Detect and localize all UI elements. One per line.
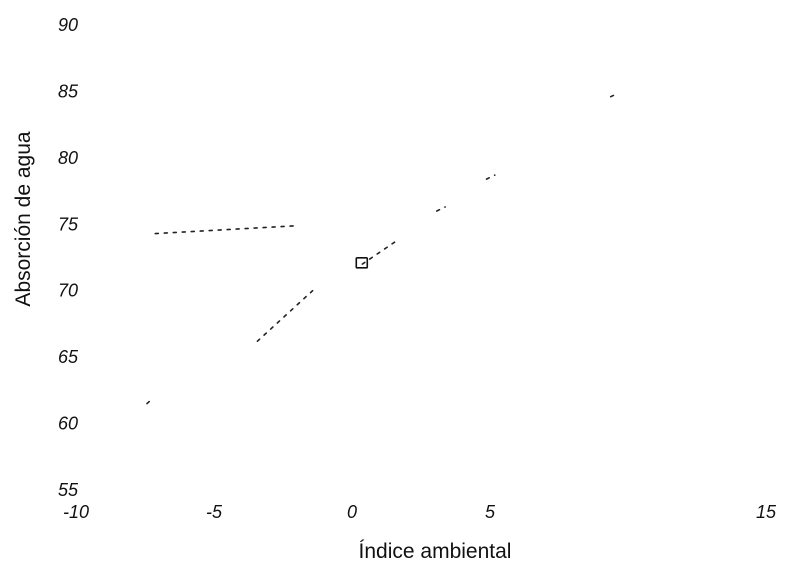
x-tick-label: 15 — [756, 502, 777, 522]
series-layer — [146, 93, 618, 405]
y-tick-label: 80 — [58, 148, 78, 168]
series-line — [361, 240, 397, 265]
x-axis-ticks: -10 -5 0 5 15 — [63, 502, 777, 522]
y-tick-label: 75 — [58, 214, 79, 234]
marker-layer — [355, 257, 369, 269]
series-line — [485, 174, 496, 180]
square-marker — [355, 257, 369, 269]
y-axis-title: Absorción de agua — [12, 131, 35, 306]
series-line — [435, 206, 446, 212]
y-tick-label: 70 — [58, 281, 78, 301]
y-axis-ticks: 55 60 65 70 75 80 85 90 — [58, 15, 79, 500]
series-line — [146, 400, 151, 405]
y-tick-label: 55 — [58, 480, 79, 500]
series-line — [609, 93, 618, 98]
series-line — [154, 224, 300, 235]
series-line — [256, 289, 314, 343]
y-tick-label: 65 — [58, 347, 79, 367]
x-tick-label: 5 — [485, 502, 496, 522]
y-tick-label: 60 — [58, 414, 78, 434]
x-tick-label: -5 — [206, 502, 223, 522]
y-tick-label: 90 — [58, 15, 78, 35]
x-tick-label: 0 — [347, 502, 357, 522]
x-tick-label: -10 — [63, 502, 89, 522]
y-tick-label: 85 — [58, 81, 79, 101]
x-axis-title: Índice ambiental — [359, 540, 512, 563]
